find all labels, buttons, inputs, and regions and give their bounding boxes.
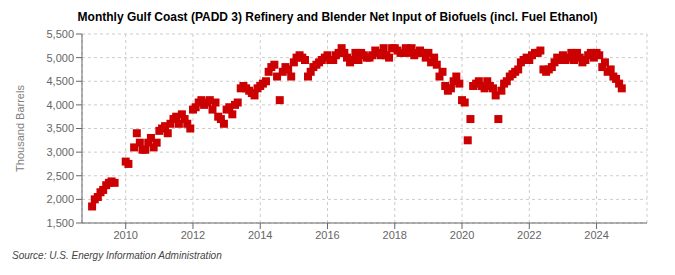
- svg-text:2012: 2012: [181, 229, 205, 241]
- html-text:Monthly Gulf Coast (PADD 3) Re: Monthly Gulf Coast (PADD 3) Refinery and…: [77, 10, 598, 24]
- html-text:Source: U.S. Energy Informatio: Source: U.S. Energy Information Administ…: [12, 250, 222, 261]
- svg-text:3,000: 3,000: [46, 146, 74, 158]
- svg-text:2014: 2014: [248, 229, 272, 241]
- svg-text:1,500: 1,500: [46, 217, 74, 229]
- svg-text:3,500: 3,500: [46, 122, 74, 134]
- svg-text:2018: 2018: [383, 229, 407, 241]
- svg-text:2022: 2022: [517, 229, 541, 241]
- svg-text:Thousand Barrels: Thousand Barrels: [14, 85, 26, 172]
- svg-text:4,000: 4,000: [46, 99, 74, 111]
- svg-text:2,000: 2,000: [46, 193, 74, 205]
- svg-text:5,000: 5,000: [46, 52, 74, 64]
- svg-text:2010: 2010: [113, 229, 137, 241]
- svg-text:2020: 2020: [450, 229, 474, 241]
- svg-text:4,500: 4,500: [46, 75, 74, 87]
- svg-text:2,500: 2,500: [46, 170, 74, 182]
- svg-text:5,500: 5,500: [46, 28, 74, 40]
- svg-text:2016: 2016: [315, 229, 339, 241]
- svg-text:2024: 2024: [584, 229, 608, 241]
